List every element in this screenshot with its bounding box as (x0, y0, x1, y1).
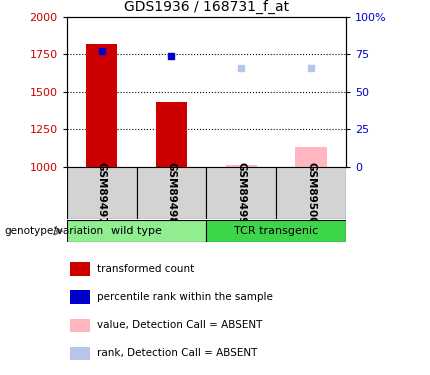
Bar (295, 147, 327, 167)
Text: percentile rank within the sample: percentile rank within the sample (97, 292, 273, 302)
Text: genotype/variation: genotype/variation (4, 226, 104, 236)
Text: wild type: wild type (111, 226, 162, 236)
Bar (70, 262, 90, 276)
Text: GSM89497: GSM89497 (97, 162, 107, 224)
Bar (70, 290, 90, 304)
Text: value, Detection Call = ABSENT: value, Detection Call = ABSENT (97, 320, 262, 330)
Bar (206, 220, 346, 242)
Text: GSM89498: GSM89498 (166, 162, 176, 224)
Bar (206, 167, 276, 219)
Text: transformed count: transformed count (97, 264, 194, 274)
Bar (67, 167, 137, 219)
Text: TCR transgenic: TCR transgenic (234, 226, 318, 236)
Text: GSM89499: GSM89499 (237, 162, 246, 224)
Text: GSM89500: GSM89500 (306, 162, 316, 224)
Bar (70, 346, 90, 360)
Bar (137, 167, 206, 219)
Bar (70, 319, 90, 332)
Text: rank, Detection Call = ABSENT: rank, Detection Call = ABSENT (97, 348, 258, 358)
Bar (156, 102, 187, 167)
Bar (67, 220, 206, 242)
Bar (86, 44, 117, 167)
Bar (276, 167, 346, 219)
Bar (226, 165, 257, 167)
Title: GDS1936 / 168731_f_at: GDS1936 / 168731_f_at (124, 0, 289, 15)
